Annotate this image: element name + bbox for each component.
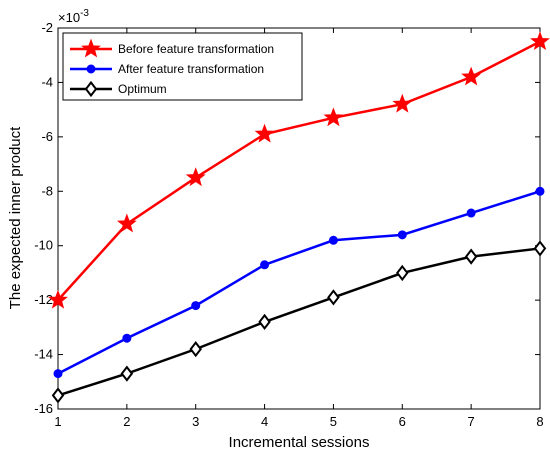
y-axis-multiplier: ×10-3 [58,8,89,25]
y-axis-multiplier-base: ×10 [58,10,80,25]
series-line [57,247,541,397]
data-point [328,235,338,245]
legend: Before feature transformation After featu… [62,32,303,101]
data-point [461,66,482,86]
y-tick-label: -2 [41,20,53,35]
y-tick-label: -6 [41,129,53,144]
x-axis-label: Incremental sessions [229,434,370,451]
data-point [535,186,545,196]
series-3 [51,240,547,404]
data-point [533,240,547,257]
legend-label: After feature transformation [118,62,264,76]
legend-entry: After feature transformation [70,62,264,76]
data-point [48,289,68,309]
data-point [51,387,65,404]
data-point [323,107,344,127]
x-axis: 1 2 3 4 5 6 7 8 [54,28,544,429]
data-point [466,208,476,218]
data-point [327,289,340,306]
legend-entry: Before feature transformation [70,38,274,58]
y-tick-label: -12 [34,292,53,307]
y-axis-multiplier-exponent: -3 [80,8,89,19]
y-tick-label: -10 [34,238,53,253]
y-tick-label: -14 [34,347,53,362]
legend-marker [81,38,101,58]
data-point [254,123,275,143]
series-layer [48,31,550,404]
data-point [464,248,478,265]
data-point [258,313,271,331]
y-axis-label: The expected inner product [7,126,24,309]
series-1 [48,31,550,309]
x-tick-label: 8 [536,414,543,429]
data-point [530,31,550,51]
data-point [185,167,206,187]
data-point [53,369,63,379]
x-tick-label: 7 [468,414,475,429]
data-point [392,93,413,113]
x-tick-label: 3 [192,414,199,429]
legend-label: Optimum [118,82,167,96]
data-point [397,230,407,240]
y-tick-label: -16 [34,401,53,416]
data-point [120,365,134,382]
series-line [57,190,541,375]
legend-entry: Optimum [70,80,167,98]
x-tick-label: 6 [399,414,406,429]
data-point [260,260,270,270]
y-tick-label: -8 [41,183,53,198]
x-tick-label: 1 [54,414,61,429]
series-line [57,40,541,301]
x-tick-label: 4 [261,414,268,429]
data-point [191,301,201,311]
legend-marker [84,80,98,98]
series-2 [53,186,545,379]
y-axis: -16 -14 -12 -10 -8 -6 -4 -2 [34,20,540,416]
data-point [396,264,409,282]
legend-label: Before feature transformation [118,42,274,56]
x-tick-label: 2 [123,414,130,429]
legend-marker [86,64,96,74]
data-point [122,333,132,343]
data-point [189,340,202,358]
data-point [116,213,137,233]
y-tick-label: -4 [41,74,53,89]
x-tick-label: 5 [330,414,337,429]
